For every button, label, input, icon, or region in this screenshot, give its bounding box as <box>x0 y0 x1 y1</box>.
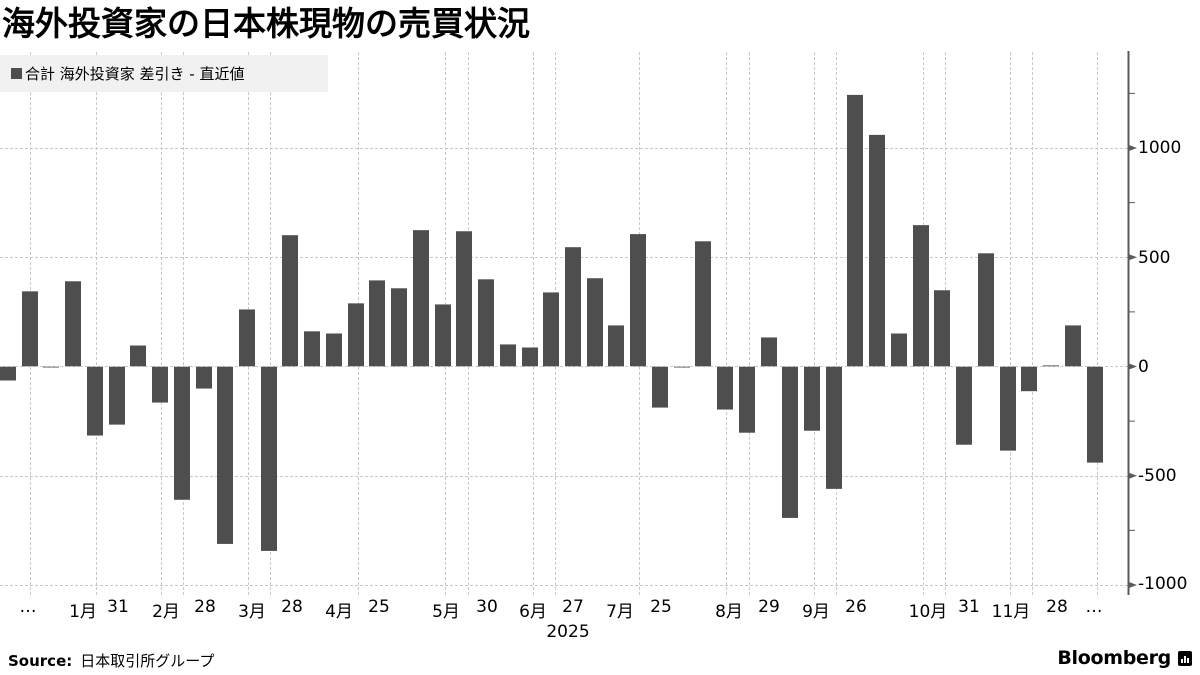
bar <box>391 288 407 367</box>
x-tick-label: 28 <box>194 597 216 617</box>
bar <box>913 225 929 367</box>
bar <box>196 366 212 389</box>
y-tick-label: 0 <box>1138 357 1149 377</box>
bar <box>130 345 146 367</box>
x-tick-label: 26 <box>845 597 867 617</box>
bar <box>22 291 38 367</box>
x-tick-label: 31 <box>958 597 980 617</box>
y-tick-label: -1000 <box>1138 574 1188 594</box>
bar <box>0 366 16 381</box>
x-tick-label: 31 <box>107 597 129 617</box>
bar <box>326 333 342 367</box>
x-tick-label: 29 <box>758 597 780 617</box>
bar <box>87 366 103 436</box>
bar <box>1021 366 1037 392</box>
legend-label: 合計 海外投資家 差引き - 直近値 <box>25 65 245 83</box>
bar <box>630 234 646 367</box>
bar <box>261 366 277 551</box>
bar <box>717 366 733 410</box>
bar <box>1043 365 1059 367</box>
x-tick-label: 11月 <box>991 602 1031 622</box>
bar <box>934 290 950 367</box>
bar <box>956 366 972 445</box>
source-text: 日本取引所グループ <box>80 652 215 670</box>
x-tick-label: 28 <box>281 597 303 617</box>
bars <box>0 94 1128 551</box>
y-tick-label: 500 <box>1138 248 1171 268</box>
chart-title: 海外投資家の日本株現物の売買状況 <box>2 4 530 43</box>
bar <box>217 366 233 544</box>
x-tick-label: 25 <box>368 597 390 617</box>
legend: 合計 海外投資家 差引き - 直近値 <box>0 55 328 92</box>
x-tick-label: … <box>1085 597 1103 617</box>
bar <box>478 279 494 367</box>
bar <box>369 280 385 367</box>
x-tick-label: 3月 <box>238 602 266 622</box>
bar <box>522 347 538 367</box>
brand-logo-text: Bloomberg <box>1057 647 1171 669</box>
y-axis <box>1127 51 1137 595</box>
bar <box>695 241 711 367</box>
x-axis-year: 2025 <box>546 622 590 642</box>
bar <box>239 309 255 367</box>
x-tick-label: 1月 <box>69 602 97 622</box>
bar <box>891 333 907 367</box>
bar <box>109 366 125 425</box>
bar <box>826 366 842 489</box>
x-tick-label: 5月 <box>432 602 460 622</box>
x-tick-label: 27 <box>562 597 584 617</box>
source-note: Source: 日本取引所グループ <box>8 650 214 671</box>
bar <box>869 134 885 367</box>
bar <box>652 366 668 408</box>
bar <box>174 366 190 500</box>
x-tick-label: 8月 <box>715 602 743 622</box>
bar <box>348 303 364 367</box>
bar <box>65 281 81 367</box>
bar <box>1065 325 1081 367</box>
x-tick-label: 6月 <box>519 602 547 622</box>
x-tick-label: 2月 <box>152 602 180 622</box>
bloomberg-chart-icon <box>1178 650 1192 666</box>
x-tick-label: 4月 <box>325 602 353 622</box>
source-label: Source: <box>8 652 73 670</box>
bar <box>847 94 863 367</box>
bar <box>608 325 624 367</box>
horizontal-gridlines <box>0 148 1128 586</box>
bar <box>782 366 798 518</box>
bar <box>282 235 298 367</box>
legend-swatch-icon <box>11 68 22 79</box>
bar <box>978 253 994 367</box>
bar <box>1000 366 1016 451</box>
bar <box>456 231 472 367</box>
bar <box>543 292 559 367</box>
bar <box>304 331 320 367</box>
bar <box>1087 366 1103 463</box>
bar <box>413 230 429 367</box>
bar <box>152 366 168 403</box>
bar <box>587 278 603 367</box>
bar <box>435 304 451 367</box>
bar <box>500 344 516 367</box>
bar <box>565 247 581 367</box>
x-tick-label: 10月 <box>908 602 948 622</box>
bloomberg-brand: Bloomberg <box>1057 647 1192 669</box>
x-tick-label: 28 <box>1046 597 1068 617</box>
bar <box>739 366 755 433</box>
x-tick-label: 9月 <box>802 602 830 622</box>
bar <box>761 337 777 367</box>
x-tick-label: 7月 <box>606 602 634 622</box>
x-tick-label: … <box>19 597 37 617</box>
y-tick-label: -500 <box>1138 466 1177 486</box>
x-tick-label: 25 <box>650 597 672 617</box>
y-tick-label: 1000 <box>1138 138 1182 158</box>
x-tick-label: 30 <box>476 597 498 617</box>
bar <box>804 366 820 431</box>
